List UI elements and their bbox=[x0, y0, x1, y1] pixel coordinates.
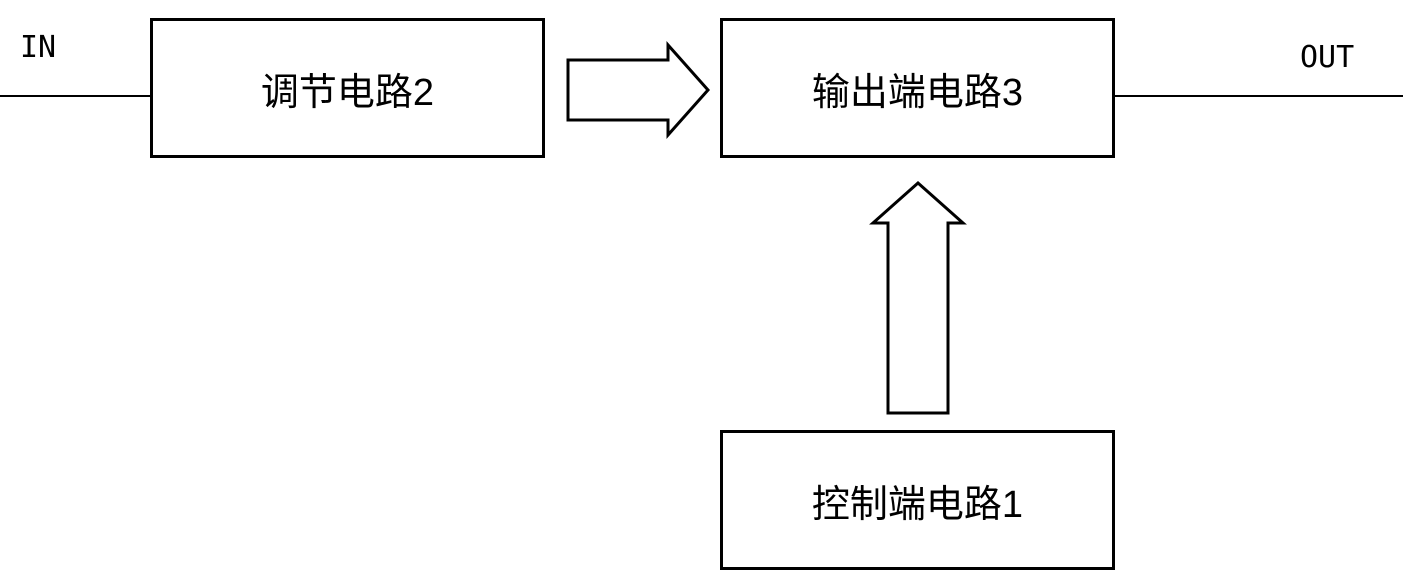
box-control-label: 控制端电路1 bbox=[812, 473, 1023, 528]
in-label: IN bbox=[20, 30, 56, 65]
box-control: 控制端电路1 bbox=[720, 430, 1115, 570]
arrow-right-icon bbox=[563, 40, 713, 140]
output-line bbox=[1115, 95, 1403, 97]
box-regulator: 调节电路2 bbox=[150, 18, 545, 158]
box-output: 输出端电路3 bbox=[720, 18, 1115, 158]
box-regulator-label: 调节电路2 bbox=[261, 61, 434, 116]
out-label: OUT bbox=[1300, 40, 1354, 75]
arrow-up-icon bbox=[868, 178, 968, 418]
input-line bbox=[0, 95, 150, 97]
box-output-label: 输出端电路3 bbox=[812, 61, 1023, 116]
